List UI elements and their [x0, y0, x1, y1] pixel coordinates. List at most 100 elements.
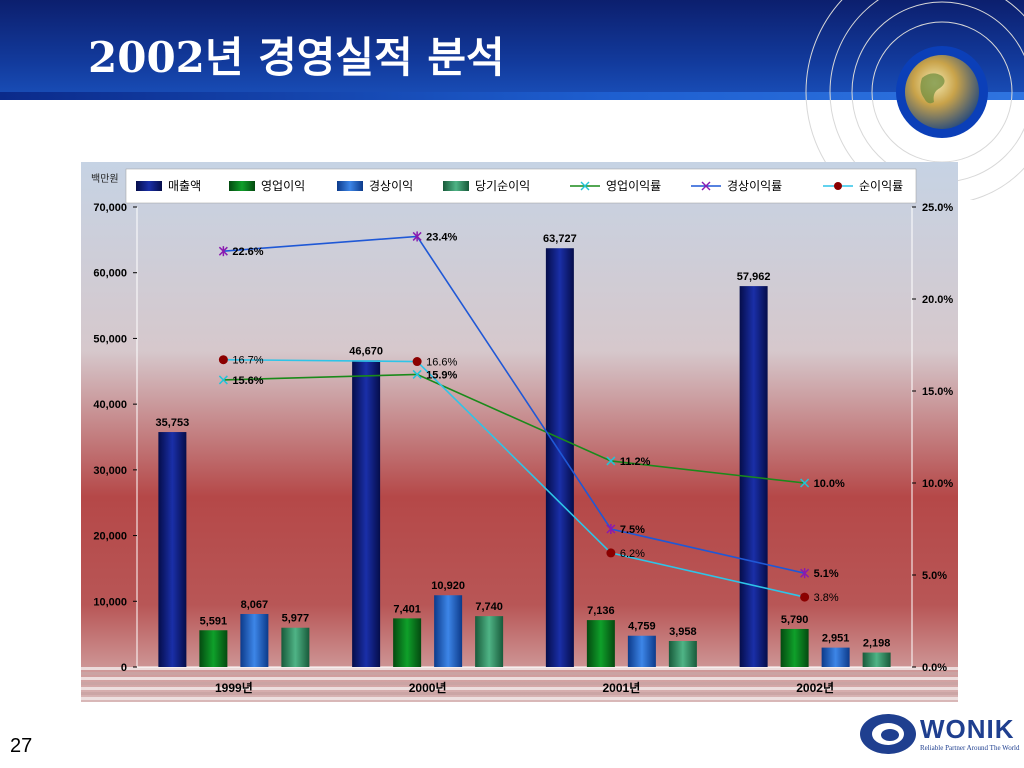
- line-operating-margin: [223, 373, 805, 484]
- line-data-label: 16.7%: [232, 355, 263, 367]
- legend-item-operating-margin: 영업이익률: [570, 179, 661, 193]
- legend-label: 당기순이익: [475, 179, 530, 193]
- y-right-tick-label: 10.0%: [922, 478, 953, 490]
- bar-sales: [352, 360, 381, 667]
- bar-data-label: 4,759: [628, 621, 656, 633]
- line-data-label: 3.8%: [814, 592, 839, 604]
- line-net-margin: [223, 358, 805, 598]
- globe-icon: [905, 55, 979, 129]
- line-data-label: 11.2%: [620, 456, 651, 468]
- bar-net-profit: [281, 627, 310, 667]
- y-right-tick-label: 15.0%: [922, 386, 953, 398]
- y-left-tick-label: 50,000: [93, 333, 127, 345]
- line-ordinary-margin: [223, 235, 805, 574]
- marker-stroke: [412, 369, 422, 379]
- line-data-label: 6.2%: [620, 548, 645, 560]
- y-left-tick-label: 40,000: [93, 399, 127, 411]
- legend-item-sales: 매출액: [136, 179, 201, 193]
- background-stripe: [81, 692, 958, 695]
- y-right-tick-label: 20.0%: [922, 294, 953, 306]
- marker-net-margin: [800, 592, 810, 602]
- bar-data-label: 35,753: [156, 417, 190, 429]
- chart-background: [81, 162, 958, 702]
- marker-stroke: [606, 456, 616, 466]
- marker-operating-margin: [606, 456, 616, 466]
- marker-operating-margin: [218, 375, 228, 385]
- globe-land: [920, 73, 945, 104]
- bar-data-label: 8,067: [241, 599, 269, 611]
- x-tick-label: 2001년: [603, 681, 641, 695]
- bar-sales: [545, 248, 574, 667]
- line-data-label: 22.6%: [232, 246, 263, 258]
- bar-data-label: 5,790: [781, 614, 809, 626]
- legend-label: 경상이익: [369, 179, 413, 193]
- unit-label: 백만원: [91, 173, 119, 185]
- marker-ordinary-margin: [412, 231, 422, 242]
- deco-ring-4: [805, 0, 1024, 200]
- line-data-label: 16.6%: [426, 357, 457, 369]
- legend-swatch: [136, 181, 162, 191]
- legend-box: [125, 168, 917, 204]
- bar-ordinary-profit: [240, 613, 269, 667]
- background-stripe: [81, 672, 958, 675]
- bar-data-label: 57,962: [737, 271, 771, 283]
- bar-data-label: 10,920: [431, 580, 465, 592]
- legend-label: 영업이익률: [606, 179, 661, 193]
- line-data-label: 7.5%: [620, 524, 645, 536]
- company-logo: WONIK Reliable Partner Around The World: [858, 712, 1020, 760]
- legend-item-ordinary-margin: 경상이익률: [691, 179, 782, 193]
- header-decoration: [805, 0, 1024, 200]
- bar-operating-profit: [393, 618, 422, 667]
- background-stripe: [81, 677, 958, 680]
- y-left-tick-label: 10,000: [93, 596, 127, 608]
- marker-net-margin: [412, 357, 422, 367]
- legend-swatch: [337, 181, 363, 191]
- line-data-label: 5.1%: [814, 568, 839, 580]
- page-title: 2002년 경영실적 분석: [88, 33, 505, 82]
- marker-stroke: [800, 478, 810, 488]
- logo-tagline: Reliable Partner Around The World: [920, 744, 1020, 752]
- y-left-tick-label: 0: [121, 662, 127, 674]
- line-data-label: 15.6%: [232, 375, 263, 387]
- page-number: 27: [10, 735, 33, 757]
- bar-data-label: 5,977: [282, 613, 310, 625]
- bar-ordinary-profit: [434, 595, 463, 667]
- legend-label: 영업이익: [261, 179, 305, 193]
- line-data-label: 10.0%: [814, 478, 845, 490]
- legend-item-ordinary-profit: 경상이익: [337, 179, 413, 193]
- bar-data-label: 63,727: [543, 233, 577, 245]
- slide-header: [0, 0, 1024, 112]
- logo-wordmark: WONIK: [920, 714, 1015, 744]
- background-stripe: [81, 687, 958, 690]
- legend-label: 경상이익률: [727, 179, 782, 193]
- marker-ordinary-margin: [800, 568, 810, 579]
- y-left-tick-label: 70,000: [93, 202, 127, 214]
- background-stripe: [81, 697, 958, 700]
- bar-data-label: 7,740: [475, 601, 503, 613]
- legend-label: 순이익률: [859, 179, 903, 193]
- bar-data-label: 46,670: [349, 345, 383, 357]
- header-divider: [0, 100, 1024, 112]
- y-right-tick-label: 5.0%: [922, 570, 947, 582]
- marker-ordinary-margin: [606, 524, 616, 534]
- y-right-tick-label: 25.0%: [922, 202, 953, 214]
- legend-marker: [834, 182, 842, 190]
- bar-data-label: 2,198: [863, 638, 891, 650]
- y-left-tick-label: 60,000: [93, 268, 127, 280]
- deco-ring-3: [829, 0, 1024, 200]
- x-tick-label: 2000년: [409, 681, 447, 695]
- bar-ordinary-profit: [821, 647, 850, 667]
- bar-data-label: 2,951: [822, 633, 850, 645]
- wonik-logo-icon: [860, 714, 916, 754]
- legend-marker: [701, 181, 711, 191]
- marker-ordinary-margin: [218, 246, 228, 257]
- bar-net-profit: [668, 640, 697, 667]
- bar-ordinary-profit: [627, 635, 656, 667]
- bar-data-label: 3,958: [669, 626, 697, 638]
- bar-sales: [158, 432, 187, 667]
- legend-item-net-profit: 당기순이익: [443, 179, 530, 193]
- background-stripe: [81, 682, 958, 685]
- legend-swatch: [443, 181, 469, 191]
- marker-stroke: [218, 375, 228, 385]
- y-left-tick-label: 30,000: [93, 465, 127, 477]
